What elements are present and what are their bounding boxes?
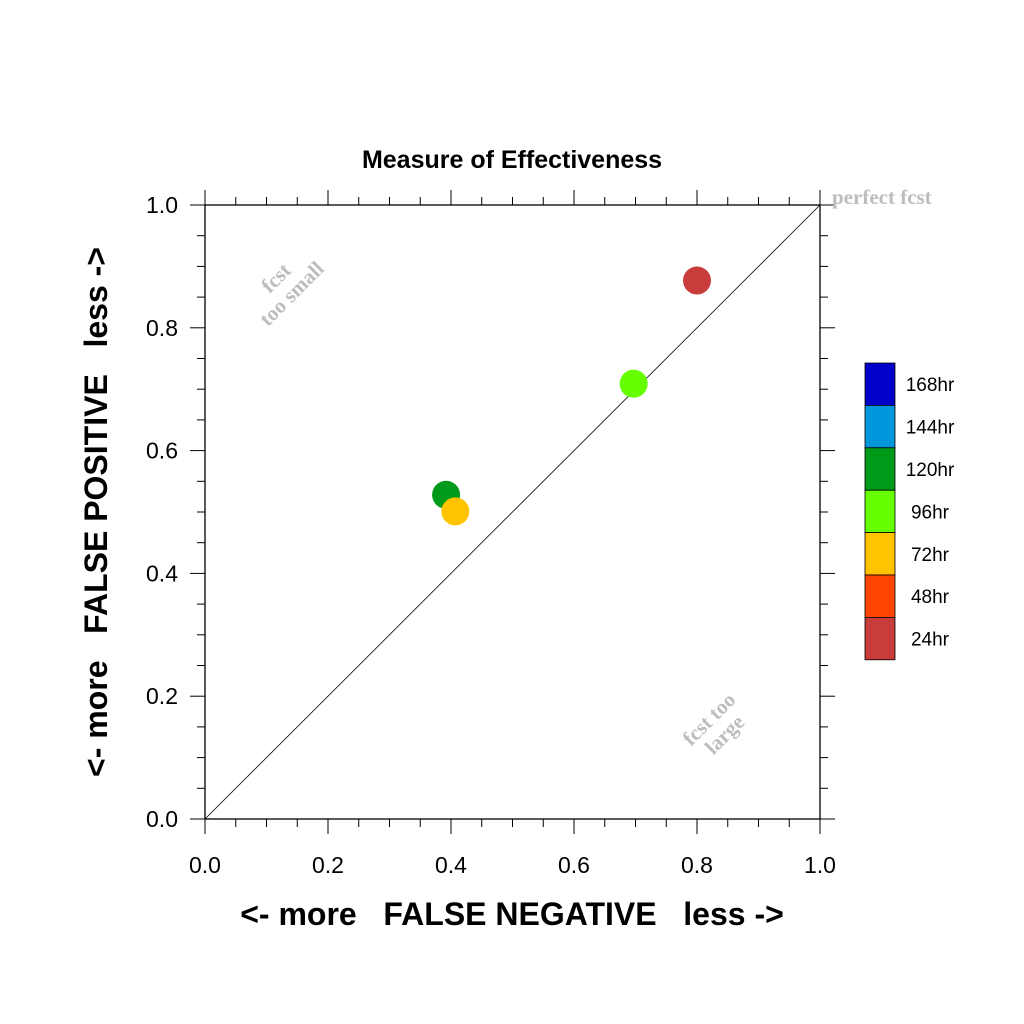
annotation-too-small-group: fcst too small [254, 256, 328, 330]
x-tick-labels: 0.0 0.2 0.4 0.6 0.8 1.0 [189, 852, 836, 878]
x-tick-label: 0.8 [681, 852, 713, 878]
y-tick-label: 0.2 [146, 683, 178, 709]
y-tick-label: 0.8 [146, 315, 178, 341]
diagonal-line [204, 204, 821, 820]
x-tick-label: 0.4 [435, 852, 467, 878]
chart-title: Measure of Effectiveness [362, 146, 662, 174]
x-tick-label: 0.0 [189, 852, 221, 878]
y-tick-labels: 0.0 0.2 0.4 0.6 0.8 1.0 [146, 192, 178, 832]
data-point-96hr [619, 369, 648, 398]
y-tick-label: 0.0 [146, 806, 178, 832]
legend-label-48hr: 48hr [911, 587, 950, 608]
y-tick-label: 0.6 [146, 438, 178, 464]
legend-swatch-168hr [864, 362, 896, 406]
axis-ticks [190, 190, 835, 834]
y-tick-label: 0.4 [146, 560, 178, 586]
legend-label-24hr: 24hr [911, 630, 950, 651]
x-tick-label: 0.6 [558, 852, 590, 878]
legend-swatch-96hr [864, 489, 896, 534]
legend-label-120hr: 120hr [906, 460, 955, 481]
annotation-too-small-line2: too small [254, 256, 328, 330]
legend-label-96hr: 96hr [911, 502, 950, 523]
legend-label-168hr: 168hr [906, 375, 955, 396]
x-tick-label: 0.2 [312, 852, 344, 878]
legend-label-144hr: 144hr [906, 418, 955, 439]
data-points [432, 266, 711, 526]
y-axis-label: <- more FALSE POSITIVE less -> [78, 247, 114, 777]
y-tick-label: 1.0 [146, 192, 178, 218]
legend-label-72hr: 72hr [911, 545, 950, 566]
legend-swatch-120hr [864, 447, 896, 491]
annotation-too-large-group: fcst too large [678, 688, 749, 759]
annotation-perfect-fcst: perfect fcst [832, 185, 932, 209]
legend-swatch-72hr [864, 532, 896, 576]
legend-swatch-24hr [864, 617, 896, 661]
data-point-72hr [441, 497, 470, 526]
legend-swatch-48hr [864, 574, 896, 618]
data-point-24hr [683, 266, 711, 295]
legend-swatch-144hr [864, 404, 896, 449]
x-tick-label: 1.0 [804, 852, 836, 878]
legend: 168hr 144hr 120hr 96hr 72hr 48hr 24hr [864, 362, 955, 661]
x-axis-label: <- more FALSE NEGATIVE less -> [240, 896, 784, 932]
